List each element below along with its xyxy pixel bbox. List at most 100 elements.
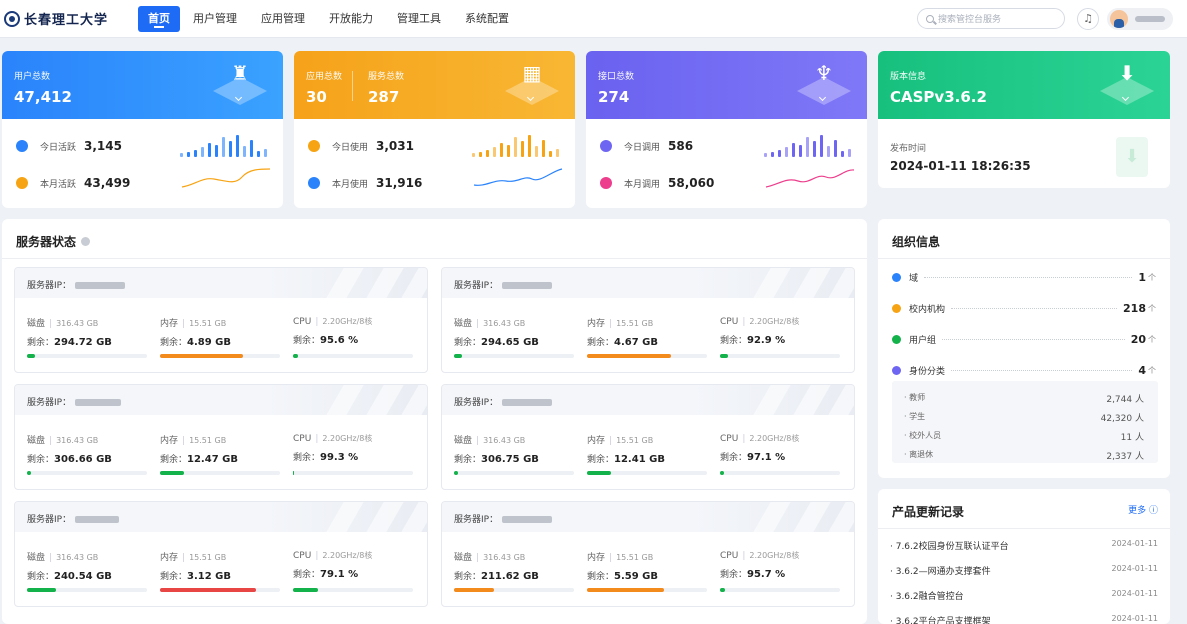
month-calls-value: 58,060 — [668, 176, 715, 190]
spark-bar — [243, 146, 246, 157]
seal-icon — [4, 10, 20, 27]
nav-user-management[interactable]: 用户管理 — [193, 11, 237, 25]
identity-unit: 人 — [1134, 414, 1144, 424]
month-active-label: 本月活跃 — [40, 179, 77, 190]
spark-bar — [208, 143, 211, 157]
mem-usage-bar — [587, 354, 707, 358]
cpu-label: CPU — [293, 317, 312, 327]
warning-icon — [308, 140, 320, 152]
remain-label: 剩余： — [720, 336, 748, 346]
remain-label: 剩余： — [27, 338, 55, 348]
spark-bar — [542, 140, 545, 157]
org-stat-row[interactable]: 用户组 20 个 — [892, 333, 1156, 346]
cpu-remain-value: 92.9 % — [747, 335, 786, 346]
more-link-label: 更多 — [1128, 506, 1147, 516]
spark-bar — [813, 141, 816, 157]
brand-name: 长春理工大学 — [24, 13, 109, 28]
api-stats-card: 接口总数 274 ♆ 今日调用 586 本月调用 58,060 — [586, 51, 867, 208]
identity-breakdown — [892, 381, 1158, 463]
mem-remain-value: 3.12 GB — [187, 571, 231, 582]
org-item-unit: 个 — [1148, 304, 1156, 313]
mem-label: 内存 — [587, 436, 606, 446]
mem-metric: 内存 | 15.51 GB 剩余：12.41 GB — [587, 433, 707, 475]
total-apps-label: 应用总数 — [306, 72, 343, 82]
disk-label: 磁盘 — [454, 436, 473, 446]
org-item-icon — [892, 366, 901, 375]
total-apis-value: 274 — [598, 88, 630, 106]
org-stat-row[interactable]: 身份分类 4 个 — [892, 364, 1156, 377]
disk-label: 磁盘 — [454, 319, 473, 329]
disk-capacity: 316.43 GB — [56, 319, 99, 328]
nav-app-management[interactable]: 应用管理 — [261, 11, 305, 25]
mem-metric: 内存 | 15.51 GB 剩余：5.59 GB — [587, 550, 707, 592]
cpu-usage-bar — [720, 588, 840, 592]
app-stats-card: 应用总数 30 服务总数 287 ▦ 今日使用 3,031 本月使用 31,91… — [294, 51, 575, 208]
nav-open-capability[interactable]: 开放能力 — [329, 11, 373, 25]
cpu-label: CPU — [720, 317, 739, 327]
org-stat-row[interactable]: 校内机构 218 个 — [892, 302, 1156, 315]
spark-bar — [806, 137, 809, 157]
identity-row: · 学生 42,320 人 — [904, 411, 1144, 424]
nav-admin-tools[interactable]: 管理工具 — [397, 11, 441, 25]
spark-bar — [229, 141, 232, 157]
disk-usage-fill — [454, 588, 494, 592]
cpu-remain-value: 95.7 % — [747, 569, 786, 580]
cpu-usage-fill — [720, 354, 728, 358]
disk-usage-bar — [27, 354, 147, 358]
identity-count: 2,744 — [1106, 395, 1133, 405]
cpu-remain-value: 99.3 % — [320, 452, 359, 463]
server-ip-redacted — [502, 516, 553, 523]
chevron-right-icon: ⓘ — [1148, 506, 1158, 516]
org-info-title: 组织信息 — [892, 235, 941, 249]
spark-bar — [528, 135, 531, 157]
user-menu[interactable] — [1107, 8, 1173, 30]
top-navigation-bar: 长春理工大学 首页 用户管理 应用管理 开放能力 管理工具 系统配置 搜索管控台… — [0, 0, 1187, 38]
mem-metric: 内存 | 15.51 GB 剩余：4.89 GB — [160, 316, 280, 358]
month-calls-label: 本月调用 — [624, 179, 661, 190]
spark-bar — [792, 143, 795, 157]
server-ip-redacted — [502, 399, 553, 406]
spark-bar — [472, 153, 475, 157]
update-log-item[interactable]: · 7.6.2校园身份互联认证平台 2024-01-11 — [890, 539, 1158, 552]
update-log-item[interactable]: · 3.6.2—网通办支撑套件 2024-01-11 — [890, 564, 1158, 577]
org-item-icon — [892, 335, 901, 344]
spark-bar — [500, 143, 503, 157]
update-log-item[interactable]: · 3.6.2平台产品支撑框架 2024-01-11 — [890, 614, 1158, 624]
cpu-capacity: 2.20GHz/8核 — [322, 551, 373, 560]
mem-usage-fill — [160, 354, 243, 358]
server-header: 服务器IP： — [15, 268, 427, 298]
identity-row: · 校外人员 11 人 — [904, 430, 1144, 443]
spark-bar — [215, 145, 218, 157]
search-input[interactable]: 搜索管控台服务 — [917, 8, 1065, 29]
disk-label: 磁盘 — [27, 319, 46, 329]
help-icon[interactable] — [81, 237, 91, 246]
university-logo[interactable]: 长春理工大学 — [4, 9, 130, 28]
nav-system-config[interactable]: 系统配置 — [465, 11, 509, 25]
cpu-metric: CPU | 2.20GHz/8核 剩余：99.3 % — [293, 433, 413, 475]
spark-bar — [507, 145, 510, 157]
update-log-item[interactable]: · 3.6.2融合管控台 2024-01-11 — [890, 589, 1158, 602]
cpu-label: CPU — [720, 551, 739, 561]
mem-metric: 内存 | 15.51 GB 剩余：3.12 GB — [160, 550, 280, 592]
spark-bar — [549, 151, 552, 157]
server-status-panel: 服务器状态 服务器IP： 磁盘 | 316.43 GB 剩余：294.72 GB 内存… — [2, 219, 867, 624]
notification-bell-icon[interactable]: ♫ — [1077, 8, 1099, 30]
mem-capacity: 15.51 GB — [616, 553, 654, 562]
nav-home[interactable]: 首页 — [138, 5, 180, 32]
cpu-usage-bar — [293, 471, 413, 475]
more-link[interactable]: 更多 ⓘ — [1128, 503, 1158, 516]
spark-bar — [778, 150, 781, 157]
spark-bar — [785, 147, 788, 157]
remain-label: 剩余： — [587, 572, 615, 582]
month-active-value: 43,499 — [84, 176, 131, 190]
remain-label: 剩余： — [587, 338, 615, 348]
cpu-remain-value: 97.1 % — [747, 452, 786, 463]
update-date: 2024-01-11 — [1111, 589, 1159, 598]
org-info-panel: 组织信息 域 1 个校内机构 218 个用户组 20 个身份分类 4 个 · 教师 2,744 人… — [878, 219, 1170, 478]
disk-usage-fill — [27, 471, 31, 475]
disk-capacity: 316.43 GB — [483, 553, 526, 562]
update-title: · 3.6.2融合管控台 — [890, 592, 964, 602]
apps-grid-icon: ▦ — [503, 61, 561, 105]
disk-remain-value: 211.62 GB — [481, 571, 539, 582]
